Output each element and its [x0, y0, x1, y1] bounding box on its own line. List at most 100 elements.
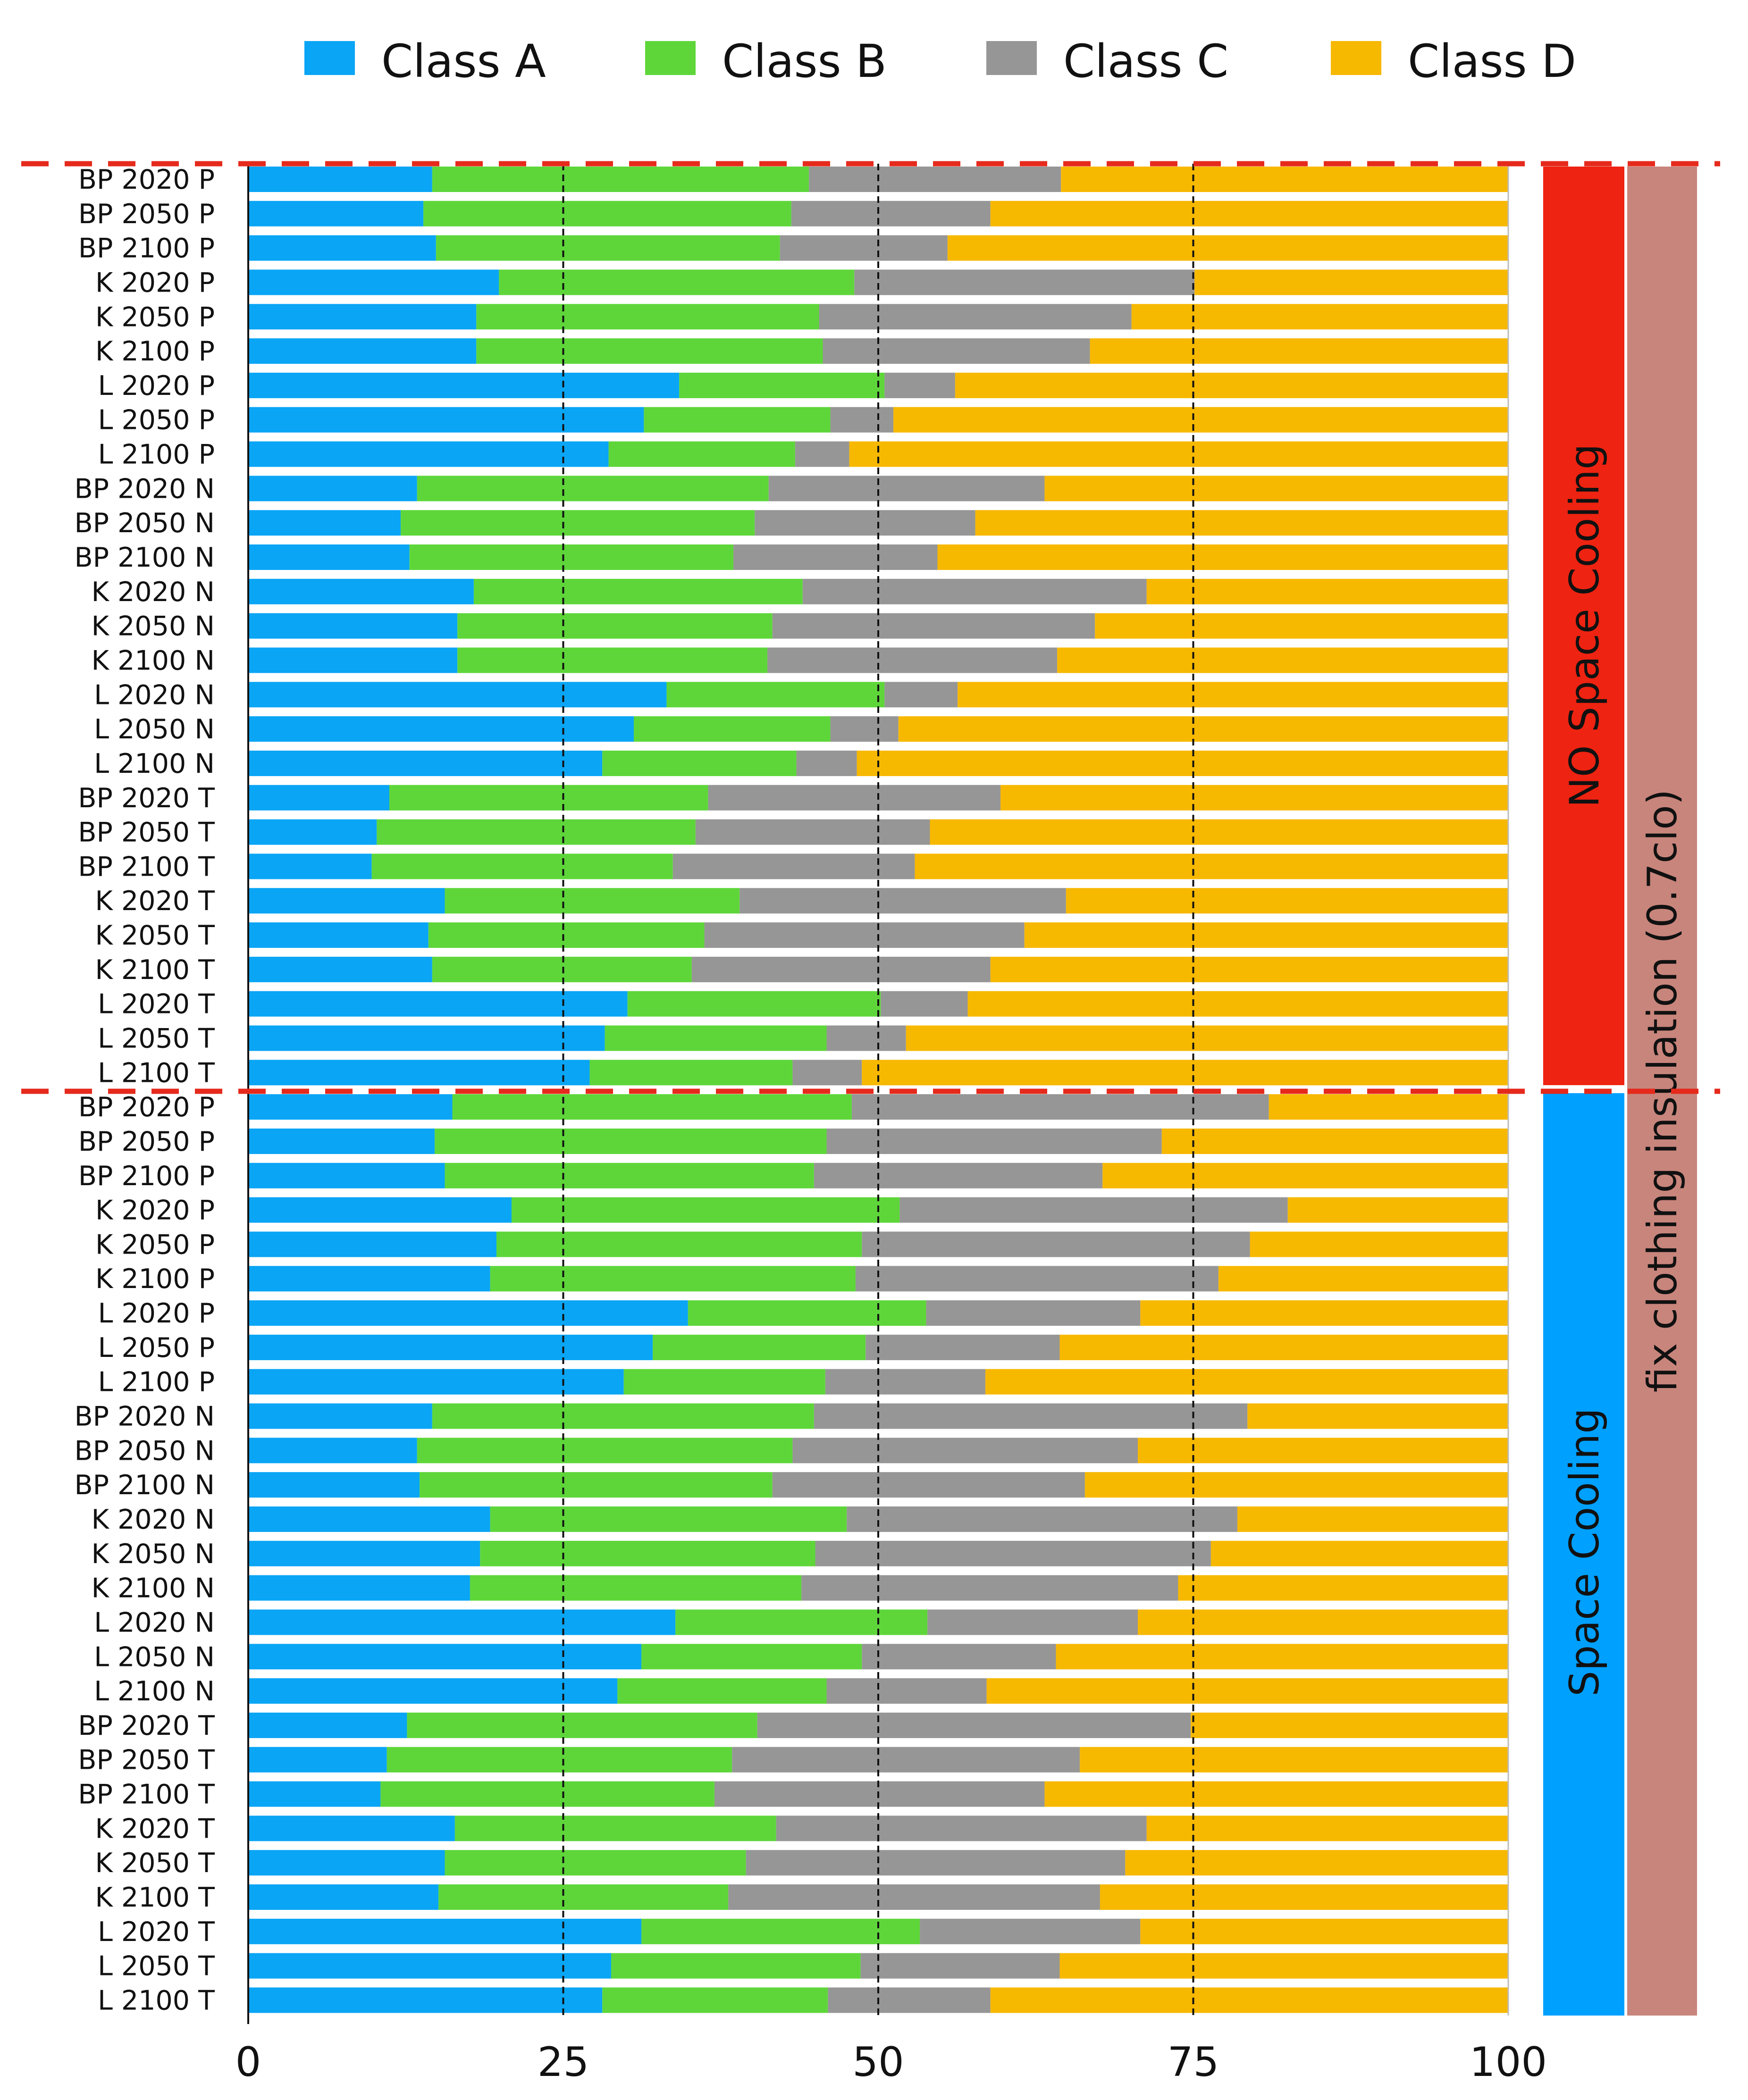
bar-segment-class-d: [1269, 1094, 1508, 1120]
bar-segment-class-c: [862, 1644, 1056, 1670]
bar-segment-class-d: [955, 372, 1508, 398]
bar-segment-class-a: [248, 1300, 688, 1326]
row-label: K 2020 P: [95, 267, 215, 298]
bar-segment-class-d: [1178, 1575, 1508, 1601]
row-label: L 2020 N: [94, 679, 215, 711]
bar-segment-class-c: [830, 407, 894, 433]
bar-segment-class-c: [881, 991, 968, 1017]
bar-segment-class-d: [1080, 1747, 1508, 1773]
row-label: BP 2020 N: [75, 473, 215, 504]
bar-segment-class-d: [1138, 1438, 1508, 1464]
bar-segment-class-a: [248, 304, 477, 330]
row-label: L 2020 T: [98, 989, 215, 1020]
bar-segment-class-c: [714, 1781, 1045, 1807]
bar-segment-class-b: [480, 1540, 815, 1566]
bar-segment-class-d: [947, 235, 1508, 261]
bar-segment-class-a: [248, 1575, 470, 1601]
bar-segment-class-c: [826, 1025, 906, 1051]
bar-segment-class-a: [248, 1266, 490, 1292]
bar-segment-class-d: [1095, 613, 1508, 639]
bar-segment-class-c: [899, 1197, 1288, 1223]
bar-segment-class-c: [732, 1747, 1080, 1773]
bar-segment-class-b: [608, 441, 795, 467]
row-label: L 2050 P: [98, 1332, 215, 1364]
legend-swatch-class-c: [986, 41, 1037, 75]
bar-segment-class-d: [1059, 1953, 1508, 1979]
bar-segment-class-c: [830, 716, 899, 742]
bar-segment-class-b: [605, 1025, 827, 1051]
bar-segment-class-b: [445, 1163, 814, 1188]
bar-segment-class-c: [792, 1060, 862, 1086]
bar-segment-class-b: [401, 510, 755, 536]
bar-segment-class-d: [1210, 1540, 1508, 1566]
bar-segment-class-a: [248, 1163, 445, 1188]
row-label: K 2100 T: [95, 954, 215, 986]
row-label: BP 2100 T: [78, 851, 215, 882]
row-label: BP 2020 T: [78, 1710, 215, 1741]
bar-segment-class-c: [801, 1575, 1178, 1601]
bar-segment-class-c: [772, 1472, 1085, 1498]
bar-segment-class-d: [937, 544, 1508, 570]
row-label: L 2100 P: [98, 1367, 215, 1398]
row-label: L 2020 P: [98, 1298, 215, 1329]
bar-segment-class-c: [780, 235, 948, 261]
bar-segment-class-a: [248, 167, 432, 192]
bar-segment-class-b: [634, 716, 831, 742]
bar-segment-class-c: [768, 476, 1045, 502]
row-label: K 2100 P: [95, 1263, 215, 1295]
bar-segment-class-d: [1146, 1816, 1508, 1841]
bar-segment-class-d: [1044, 476, 1508, 502]
bar-segment-class-d: [990, 1987, 1508, 2013]
no-cooling-band: [1543, 167, 1624, 1085]
bar-segment-class-a: [248, 201, 424, 226]
bar-segment-class-b: [476, 338, 823, 364]
bar-segment-class-a: [248, 338, 477, 364]
bar-segment-class-c: [795, 441, 849, 467]
row-label: K 2020 N: [92, 577, 215, 608]
bar-segment-class-c: [691, 956, 991, 982]
bar-segment-class-a: [248, 1712, 407, 1738]
bar-segment-class-d: [1090, 338, 1508, 364]
bar-segment-class-a: [248, 476, 417, 502]
bar-segment-class-c: [828, 1987, 991, 2013]
bar-segment-class-d: [1140, 1918, 1508, 1944]
bar-segment-class-a: [248, 785, 390, 811]
bar-segment-class-a: [248, 682, 667, 708]
bar-segment-class-b: [445, 888, 740, 914]
bar-segment-class-d: [990, 201, 1508, 226]
bar-segment-class-a: [248, 1197, 512, 1223]
row-label: BP 2050 T: [78, 817, 215, 848]
bar-segment-class-a: [248, 1094, 453, 1120]
row-label: BP 2020 P: [78, 1092, 215, 1123]
bar-segment-class-d: [1024, 922, 1508, 948]
bar-segment-class-c: [791, 201, 991, 226]
bar-segment-class-b: [435, 1128, 827, 1154]
row-label: K 2050 T: [95, 1848, 215, 1879]
bar-segment-class-a: [248, 1472, 420, 1498]
legend-label-class-a: Class A: [381, 35, 546, 88]
bar-segment-class-c: [926, 1300, 1141, 1326]
bar-segment-class-d: [862, 1060, 1508, 1086]
bar-segment-class-d: [857, 750, 1508, 776]
bar-segment-class-a: [248, 372, 680, 398]
bar-segment-class-c: [927, 1609, 1138, 1635]
row-label: L 2100 T: [98, 1985, 215, 2016]
bar-segment-class-d: [1140, 1300, 1508, 1326]
bar-segment-class-a: [248, 269, 499, 295]
bar-segment-class-d: [1084, 1472, 1508, 1498]
bar-segment-class-c: [884, 372, 955, 398]
bar-segment-class-b: [496, 1231, 862, 1257]
legend-swatch-class-b: [645, 41, 696, 75]
row-label: K 2020 P: [95, 1195, 215, 1226]
bar-segment-class-a: [248, 235, 436, 261]
row-label: BP 2100 T: [78, 1779, 215, 1810]
bar-segment-class-b: [679, 372, 885, 398]
x-tick-label: 25: [538, 2039, 589, 2086]
bar-segment-class-d: [1194, 269, 1508, 295]
legend: Class A Class B Class C Class D: [304, 35, 1576, 88]
bar-segment-class-c: [704, 922, 1025, 948]
bar-segment-class-c: [740, 888, 1066, 914]
bar-segment-class-d: [1000, 785, 1508, 811]
bar-segment-class-a: [248, 956, 432, 982]
